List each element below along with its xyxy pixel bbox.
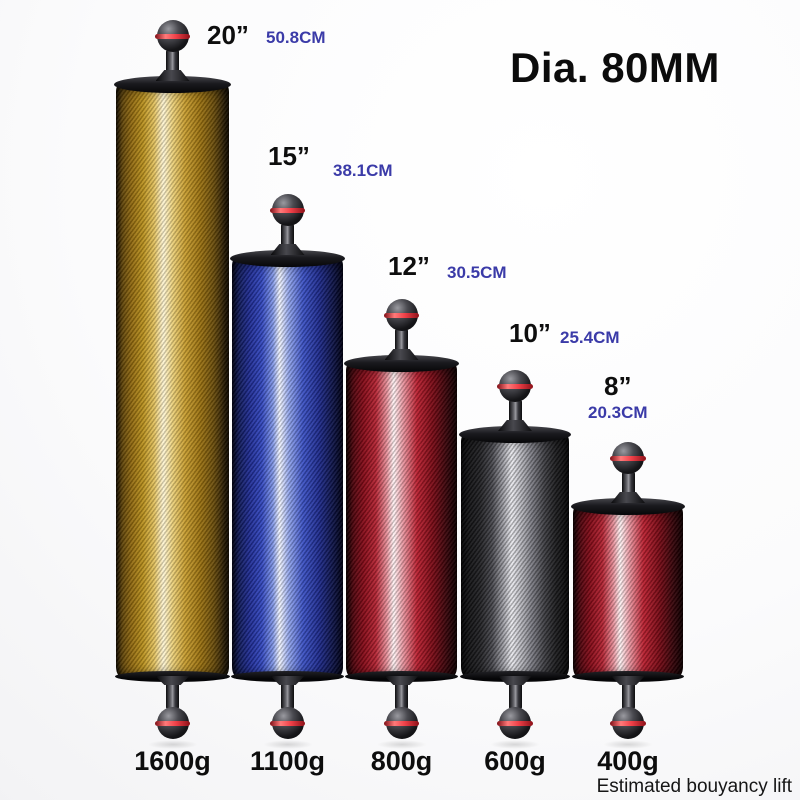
size-label-cm: 38.1CM bbox=[333, 161, 393, 180]
ball-bottom bbox=[497, 707, 533, 739]
size-label-cm: 20.3CM bbox=[588, 403, 648, 422]
cylinder-top-rim bbox=[571, 498, 685, 515]
stem-bottom bbox=[621, 683, 635, 709]
cylinder-top-rim bbox=[230, 250, 345, 267]
buoyancy-footnote: Estimated bouyancy lift bbox=[596, 776, 792, 797]
ball-joint-top bbox=[610, 442, 646, 503]
stem-bottom bbox=[395, 683, 408, 709]
diameter-title: Dia. 80MM bbox=[510, 44, 720, 91]
size-label-cm: 25.4CM bbox=[560, 328, 620, 347]
cylinder bbox=[344, 355, 459, 682]
weight-label: 1600g bbox=[134, 746, 211, 776]
float-arm: 1100g bbox=[230, 0, 345, 800]
ball-stripe bbox=[154, 721, 191, 727]
cylinder bbox=[459, 426, 571, 682]
float-arm: 600g bbox=[459, 0, 571, 800]
ball-stripe bbox=[269, 721, 306, 727]
float-arm: 400g bbox=[571, 0, 685, 800]
ball-stripe bbox=[383, 313, 420, 319]
cylinder bbox=[230, 250, 345, 682]
size-label-inch: 10” bbox=[509, 318, 551, 348]
ball-bottom bbox=[610, 707, 646, 739]
ball-top bbox=[497, 370, 533, 402]
cylinder-top-rim bbox=[344, 355, 459, 372]
float-arm: 1600g bbox=[114, 0, 231, 800]
ball-bottom bbox=[269, 707, 306, 739]
mount-bottom bbox=[384, 676, 419, 685]
cylinder bbox=[114, 76, 231, 682]
ball-stripe bbox=[610, 456, 646, 462]
ball-joint-bottom bbox=[383, 676, 420, 739]
ball-joint-bottom bbox=[154, 676, 191, 739]
mount-bottom bbox=[498, 676, 532, 685]
stem-bottom bbox=[166, 683, 179, 709]
ball-top bbox=[383, 299, 420, 331]
mount-top bbox=[384, 349, 419, 360]
cylinder bbox=[571, 498, 685, 682]
cylinder-top-rim bbox=[459, 426, 571, 443]
weight-label: 600g bbox=[484, 746, 546, 776]
stem-top bbox=[395, 329, 408, 351]
ball-joint-bottom bbox=[269, 676, 306, 739]
mount-top bbox=[270, 244, 305, 255]
size-label-inch: 8” bbox=[604, 371, 632, 401]
size-label-inch: 15” bbox=[268, 141, 310, 171]
mount-top bbox=[498, 420, 532, 431]
ball-joint-bottom bbox=[497, 676, 533, 739]
ball-joint-top bbox=[154, 20, 191, 81]
ball-joint-top bbox=[383, 299, 420, 360]
ball-bottom bbox=[154, 707, 191, 739]
ball-top bbox=[610, 442, 646, 474]
ball-top bbox=[154, 20, 191, 52]
stem-top bbox=[166, 50, 179, 72]
ball-stripe bbox=[383, 721, 420, 727]
mount-top bbox=[155, 70, 190, 81]
weight-label: 800g bbox=[370, 746, 433, 776]
weight-label: 1100g bbox=[249, 746, 326, 776]
mount-top bbox=[611, 492, 645, 503]
mount-bottom bbox=[611, 676, 645, 685]
cylinder-top-rim bbox=[114, 76, 231, 93]
ball-joint-bottom bbox=[610, 676, 646, 739]
ball-bottom bbox=[383, 707, 420, 739]
ball-stripe bbox=[610, 721, 646, 727]
weight-label: 400g bbox=[597, 746, 659, 776]
mount-bottom bbox=[155, 676, 190, 685]
size-label-cm: 30.5CM bbox=[447, 263, 507, 282]
size-label-cm: 50.8CM bbox=[266, 28, 326, 47]
ball-stripe bbox=[154, 34, 191, 40]
ball-stripe bbox=[269, 208, 306, 214]
stem-bottom bbox=[281, 683, 294, 709]
size-label-inch: 12” bbox=[388, 251, 430, 281]
mount-bottom bbox=[270, 676, 305, 685]
ball-joint-top bbox=[497, 370, 533, 431]
float-arm: 800g bbox=[344, 0, 459, 800]
stem-top bbox=[621, 472, 635, 494]
stem-top bbox=[281, 224, 294, 246]
ball-top bbox=[269, 194, 306, 226]
stem-bottom bbox=[508, 683, 522, 709]
ball-joint-top bbox=[269, 194, 306, 255]
stem-top bbox=[508, 400, 522, 422]
size-label-inch: 20” bbox=[207, 20, 249, 50]
ball-stripe bbox=[497, 721, 533, 727]
ball-stripe bbox=[497, 384, 533, 390]
